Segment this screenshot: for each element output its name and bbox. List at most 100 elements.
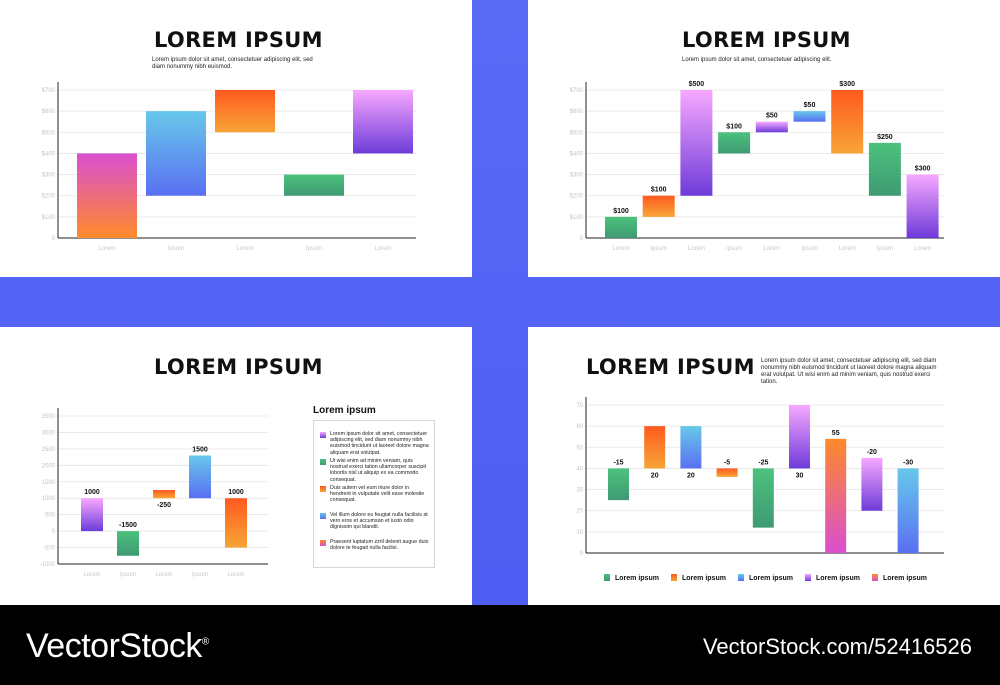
legend-text: Praesent luptatum zzril delenit augue du…: [330, 539, 429, 552]
x-category-label: Lorem: [227, 572, 244, 578]
y-tick-label: 70: [576, 403, 583, 409]
bar: [117, 531, 139, 556]
y-tick-label: 500: [45, 513, 56, 519]
bar: [215, 90, 275, 133]
bar-value-label: -15: [613, 459, 623, 466]
bar-value-label: -250: [157, 502, 171, 509]
legend-box: Lorem ipsum dolor sit amet, consectetuer…: [313, 420, 435, 568]
legend-swatch: [320, 513, 326, 519]
bar: [680, 426, 702, 469]
y-tick-label: $200: [570, 194, 584, 200]
x-category-label: Lorem: [914, 246, 931, 252]
bar-value-label: 1500: [192, 446, 208, 453]
y-tick-label: $100: [42, 215, 56, 221]
panel-description: Lorem ipsum dolor sit amet, consectetuer…: [152, 57, 313, 70]
y-tick-label: $500: [42, 130, 56, 136]
x-category-label: Lorem: [763, 246, 780, 252]
legend-text: Lorem ipsum: [816, 575, 860, 582]
bar-value-label: $100: [651, 187, 667, 194]
legend-title: Lorem ipsum: [313, 405, 376, 416]
bar: [680, 90, 713, 196]
legend-swatch: [320, 486, 326, 492]
y-tick-label: 1000: [42, 496, 56, 502]
panel-title: LOREM IPSUM: [154, 28, 323, 52]
bar: [81, 498, 103, 532]
legend-text: Lorem ipsum: [883, 575, 927, 582]
bar-value-label: $300: [839, 81, 855, 88]
bar: [793, 111, 826, 122]
panel-title: LOREM IPSUM: [154, 355, 323, 379]
x-category-label: Lorem: [688, 246, 705, 252]
legend-item: Lorem ipsum: [872, 574, 927, 582]
y-tick-label: 1500: [42, 480, 56, 486]
bar-value-label: 30: [796, 472, 804, 479]
footer-bar: VectorStock® VectorStock.com/52416526: [0, 605, 1000, 685]
x-category-label: Ipsum: [120, 572, 136, 578]
brand-logo: VectorStock®: [26, 627, 209, 665]
x-category-label: Lorem: [98, 246, 115, 252]
legend-swatch: [872, 574, 878, 581]
y-tick-label: $400: [42, 151, 56, 157]
bar: [225, 498, 247, 548]
bar: [861, 457, 883, 511]
x-category-label: Ipsum: [192, 572, 208, 578]
legend-swatch: [738, 574, 744, 581]
bar-value-label: -1500: [119, 522, 137, 529]
bar-value-label: $50: [804, 102, 816, 109]
bar: [897, 468, 919, 553]
x-category-label: Ipsum: [168, 246, 184, 252]
x-category-label: Ipsum: [726, 246, 742, 252]
bar-chart-1: $700 $600 $500 $400 $300 $200 $100 0 Lorem Ipsum L…: [42, 82, 416, 252]
bar: [716, 468, 738, 477]
bar: [605, 216, 637, 238]
bar: [353, 90, 413, 154]
waterfall-chart-2: $700 $600 $500 $400 $300 $200 $100 0 $100 $100 $50…: [570, 81, 944, 252]
y-tick-label: $100: [570, 215, 584, 221]
legend-text: Lorem ipsum: [615, 575, 659, 582]
y-tick-label: $700: [570, 88, 584, 94]
y-tick-label: -500: [43, 546, 56, 552]
legend-swatch: [320, 459, 326, 465]
legend-text: Vel illum dolore eu feugiat nulla facili…: [330, 512, 428, 531]
x-category-label: Lorem: [839, 246, 856, 252]
legend-item: Lorem ipsum: [738, 574, 793, 582]
legend-text: Lorem ipsum: [749, 575, 793, 582]
waterfall-chart-4: 70 60 50 40 30 20 10 0 -15 20 20 -5 -25 30 55 -20 -30: [576, 397, 944, 557]
y-tick-label: 40: [576, 466, 583, 472]
legend-text: Lorem ipsum dolor sit amet, consectetuer…: [330, 431, 429, 456]
bar-value-label: $500: [689, 81, 705, 88]
y-tick-label: $500: [570, 130, 584, 136]
bar: [906, 174, 939, 238]
panel-description: Lorem ipsum dolor sit amet, consectetuer…: [761, 358, 937, 385]
legend-swatch: [671, 574, 677, 581]
legend-swatch: [805, 574, 811, 581]
bar-value-label: -30: [903, 459, 913, 466]
bar: [284, 174, 344, 196]
bar-value-label: $250: [877, 134, 893, 141]
bar: [608, 468, 629, 501]
bar: [831, 90, 864, 154]
bar: [718, 132, 751, 154]
legend-swatch: [604, 574, 610, 581]
x-category-label: Lorem: [374, 246, 391, 252]
waterfall-chart-3: 3500 3000 2500 2000 1500 1000 500 0 -500 -1000 100…: [40, 408, 268, 578]
bar-value-label: $100: [613, 208, 629, 215]
y-tick-label: 3000: [42, 430, 56, 436]
brand-url: VectorStock.com/52416526: [702, 634, 972, 659]
panel-description: Lorem ipsum dolor sit amet, consectetuer…: [682, 57, 832, 63]
y-tick-label: 0: [52, 236, 56, 242]
legend-item: Lorem ipsum: [671, 574, 726, 582]
y-tick-label: 0: [580, 236, 584, 242]
y-tick-label: 30: [576, 488, 583, 494]
bar-value-label: $300: [915, 166, 931, 173]
y-tick-label: $300: [42, 173, 56, 179]
y-tick-label: 2000: [42, 463, 56, 469]
y-tick-label: 10: [576, 530, 583, 536]
y-tick-label: -1000: [40, 562, 56, 568]
chart-panel-1: LOREM IPSUM Lorem ipsum dolor sit amet, …: [0, 0, 472, 277]
legend-text: Duis autem vel eum iriure dolor in hendr…: [330, 485, 425, 504]
y-tick-label: $300: [570, 173, 584, 179]
legend-item: Lorem ipsum: [604, 574, 659, 582]
y-tick-label: $600: [42, 109, 56, 115]
y-tick-label: 0: [52, 529, 56, 535]
